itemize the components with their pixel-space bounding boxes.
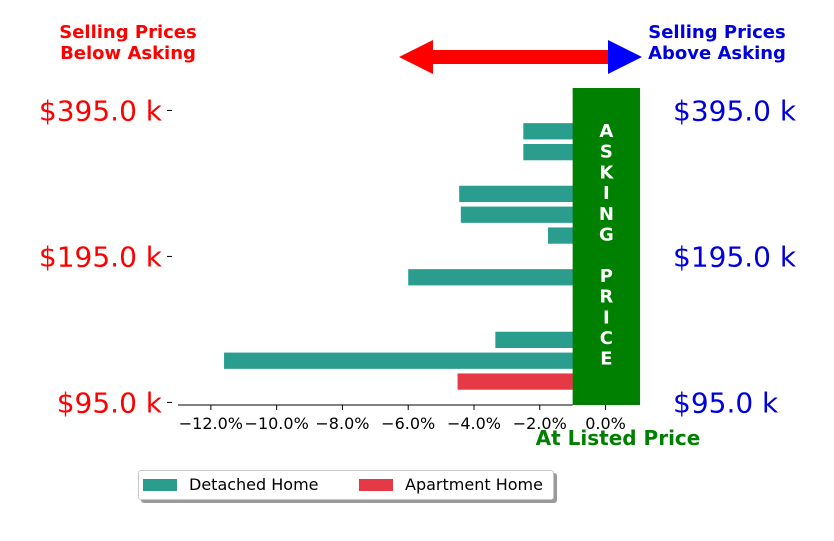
bar-row-12 xyxy=(224,352,606,369)
y-tick-label-right-2: $95.0 k xyxy=(673,386,779,419)
x-axis-label: At Listed Price xyxy=(536,426,701,450)
x-tick-label-5: −2.0% xyxy=(513,414,567,433)
asking-price-letter-5: G xyxy=(599,225,614,246)
x-tick-label-3: −6.0% xyxy=(381,414,435,433)
x-tick-label-1: −10.0% xyxy=(245,414,309,433)
legend-label-detached: Detached Home xyxy=(189,475,319,494)
asking-price-letter-2: K xyxy=(599,162,614,183)
asking-price-letter-7: P xyxy=(600,266,613,287)
asking-price-letter-0: A xyxy=(599,121,613,142)
asking-price-letter-11: E xyxy=(600,349,612,370)
arrow-right-head xyxy=(608,40,642,74)
arrow-shaft xyxy=(430,50,612,64)
bar-row-4 xyxy=(459,185,606,202)
legend-label-apartment: Apartment Home xyxy=(405,475,543,494)
legend-item-detached: Detached Home xyxy=(143,475,319,494)
x-tick-label-6: 0.0% xyxy=(585,414,626,433)
chart-legend: Detached Home Apartment Home xyxy=(138,470,554,500)
header-right-line-1: Above Asking xyxy=(648,43,786,64)
x-tick-label-4: −4.0% xyxy=(447,414,501,433)
asking-price-letter-3: I xyxy=(603,183,610,204)
asking-price-letter-4: N xyxy=(599,204,614,225)
asking-price-letter-10: C xyxy=(600,328,613,349)
x-tick-label-0: −12.0% xyxy=(179,414,243,433)
header-left-line-0: Selling Prices xyxy=(59,22,196,43)
bar-row-13 xyxy=(457,373,606,390)
legend-item-apartment: Apartment Home xyxy=(359,475,543,494)
y-tick-label-left-2: $95.0 k xyxy=(57,386,163,419)
asking-price-band xyxy=(572,88,641,405)
y-tick-label-left-0: $395.0 k xyxy=(39,94,163,127)
legend-swatch-detached xyxy=(143,478,177,491)
bar-row-8 xyxy=(408,269,606,286)
arrow-left-head xyxy=(399,40,433,74)
header-right-line-0: Selling Prices xyxy=(648,22,785,43)
asking-price-letter-9: I xyxy=(603,307,610,328)
bar-row-5 xyxy=(460,206,606,223)
y-tick-label-left-1: $195.0 k xyxy=(39,240,163,273)
legend-swatch-apartment xyxy=(359,478,393,491)
asking-price-letter-8: R xyxy=(599,287,613,308)
x-tick-label-2: −8.0% xyxy=(315,414,369,433)
asking-price-letter-1: S xyxy=(600,142,613,163)
y-tick-label-right-0: $395.0 k xyxy=(673,94,797,127)
y-tick-label-right-1: $195.0 k xyxy=(673,240,797,273)
header-left-line-1: Below Asking xyxy=(60,43,196,64)
